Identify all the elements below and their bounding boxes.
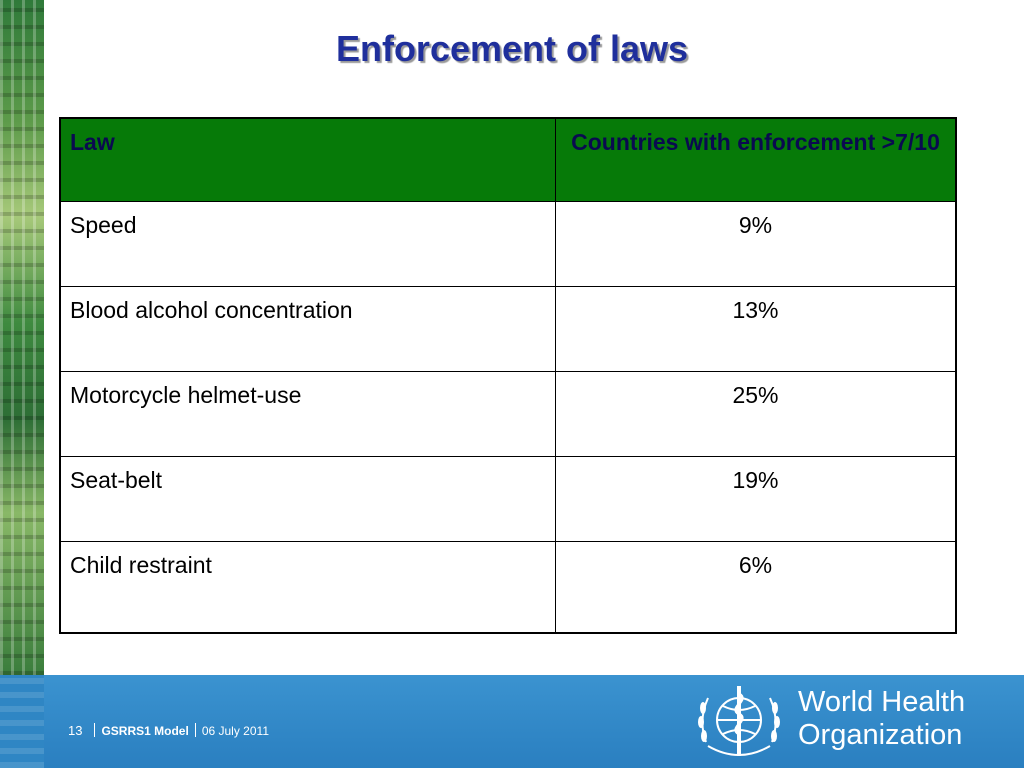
org-name-line1: World Health — [798, 686, 966, 718]
law-cell: Speed — [59, 201, 556, 287]
value-cell: 13% — [555, 286, 957, 372]
value-cell: 19% — [555, 456, 957, 542]
slide-number: 13 — [68, 723, 83, 738]
who-logo: World Health Organization — [694, 676, 994, 764]
value-cell: 9% — [555, 201, 957, 287]
footer-divider — [194, 723, 196, 737]
law-cell: Seat-belt — [59, 456, 556, 542]
who-emblem-icon — [698, 686, 780, 756]
column-header-law: Law — [59, 117, 556, 202]
table-header-row: Law Countries with enforcement >7/10 — [59, 117, 957, 202]
org-name-line2: Organization — [798, 719, 963, 751]
table-row: Child restraint 6% — [59, 541, 957, 634]
footer-model: GSRRS1 Model — [101, 724, 189, 738]
footer-date: 06 July 2011 — [201, 724, 269, 738]
table-row: Blood alcohol concentration 13% — [59, 286, 957, 372]
footer-info: 13 GSRRS1 Model 06 July 2011 — [68, 723, 269, 738]
column-header-enforcement: Countries with enforcement >7/10 — [555, 117, 957, 202]
enforcement-table: Law Countries with enforcement >7/10 Spe… — [59, 117, 957, 634]
footer-artwork-band — [0, 675, 44, 768]
who-wordmark: World Health Organization — [798, 686, 965, 752]
law-cell: Motorcycle helmet-use — [59, 371, 556, 457]
value-cell: 25% — [555, 371, 957, 457]
table-row: Speed 9% — [59, 201, 957, 287]
footer-divider — [94, 723, 96, 737]
table-row: Motorcycle helmet-use 25% — [59, 371, 957, 457]
value-cell: 6% — [555, 541, 957, 634]
law-cell: Child restraint — [59, 541, 556, 634]
footer-bar — [0, 675, 1024, 768]
law-cell: Blood alcohol concentration — [59, 286, 556, 372]
table-row: Seat-belt 19% — [59, 456, 957, 542]
decorative-artwork-strip — [0, 0, 44, 675]
slide-title: Enforcement of laws — [335, 28, 689, 69]
